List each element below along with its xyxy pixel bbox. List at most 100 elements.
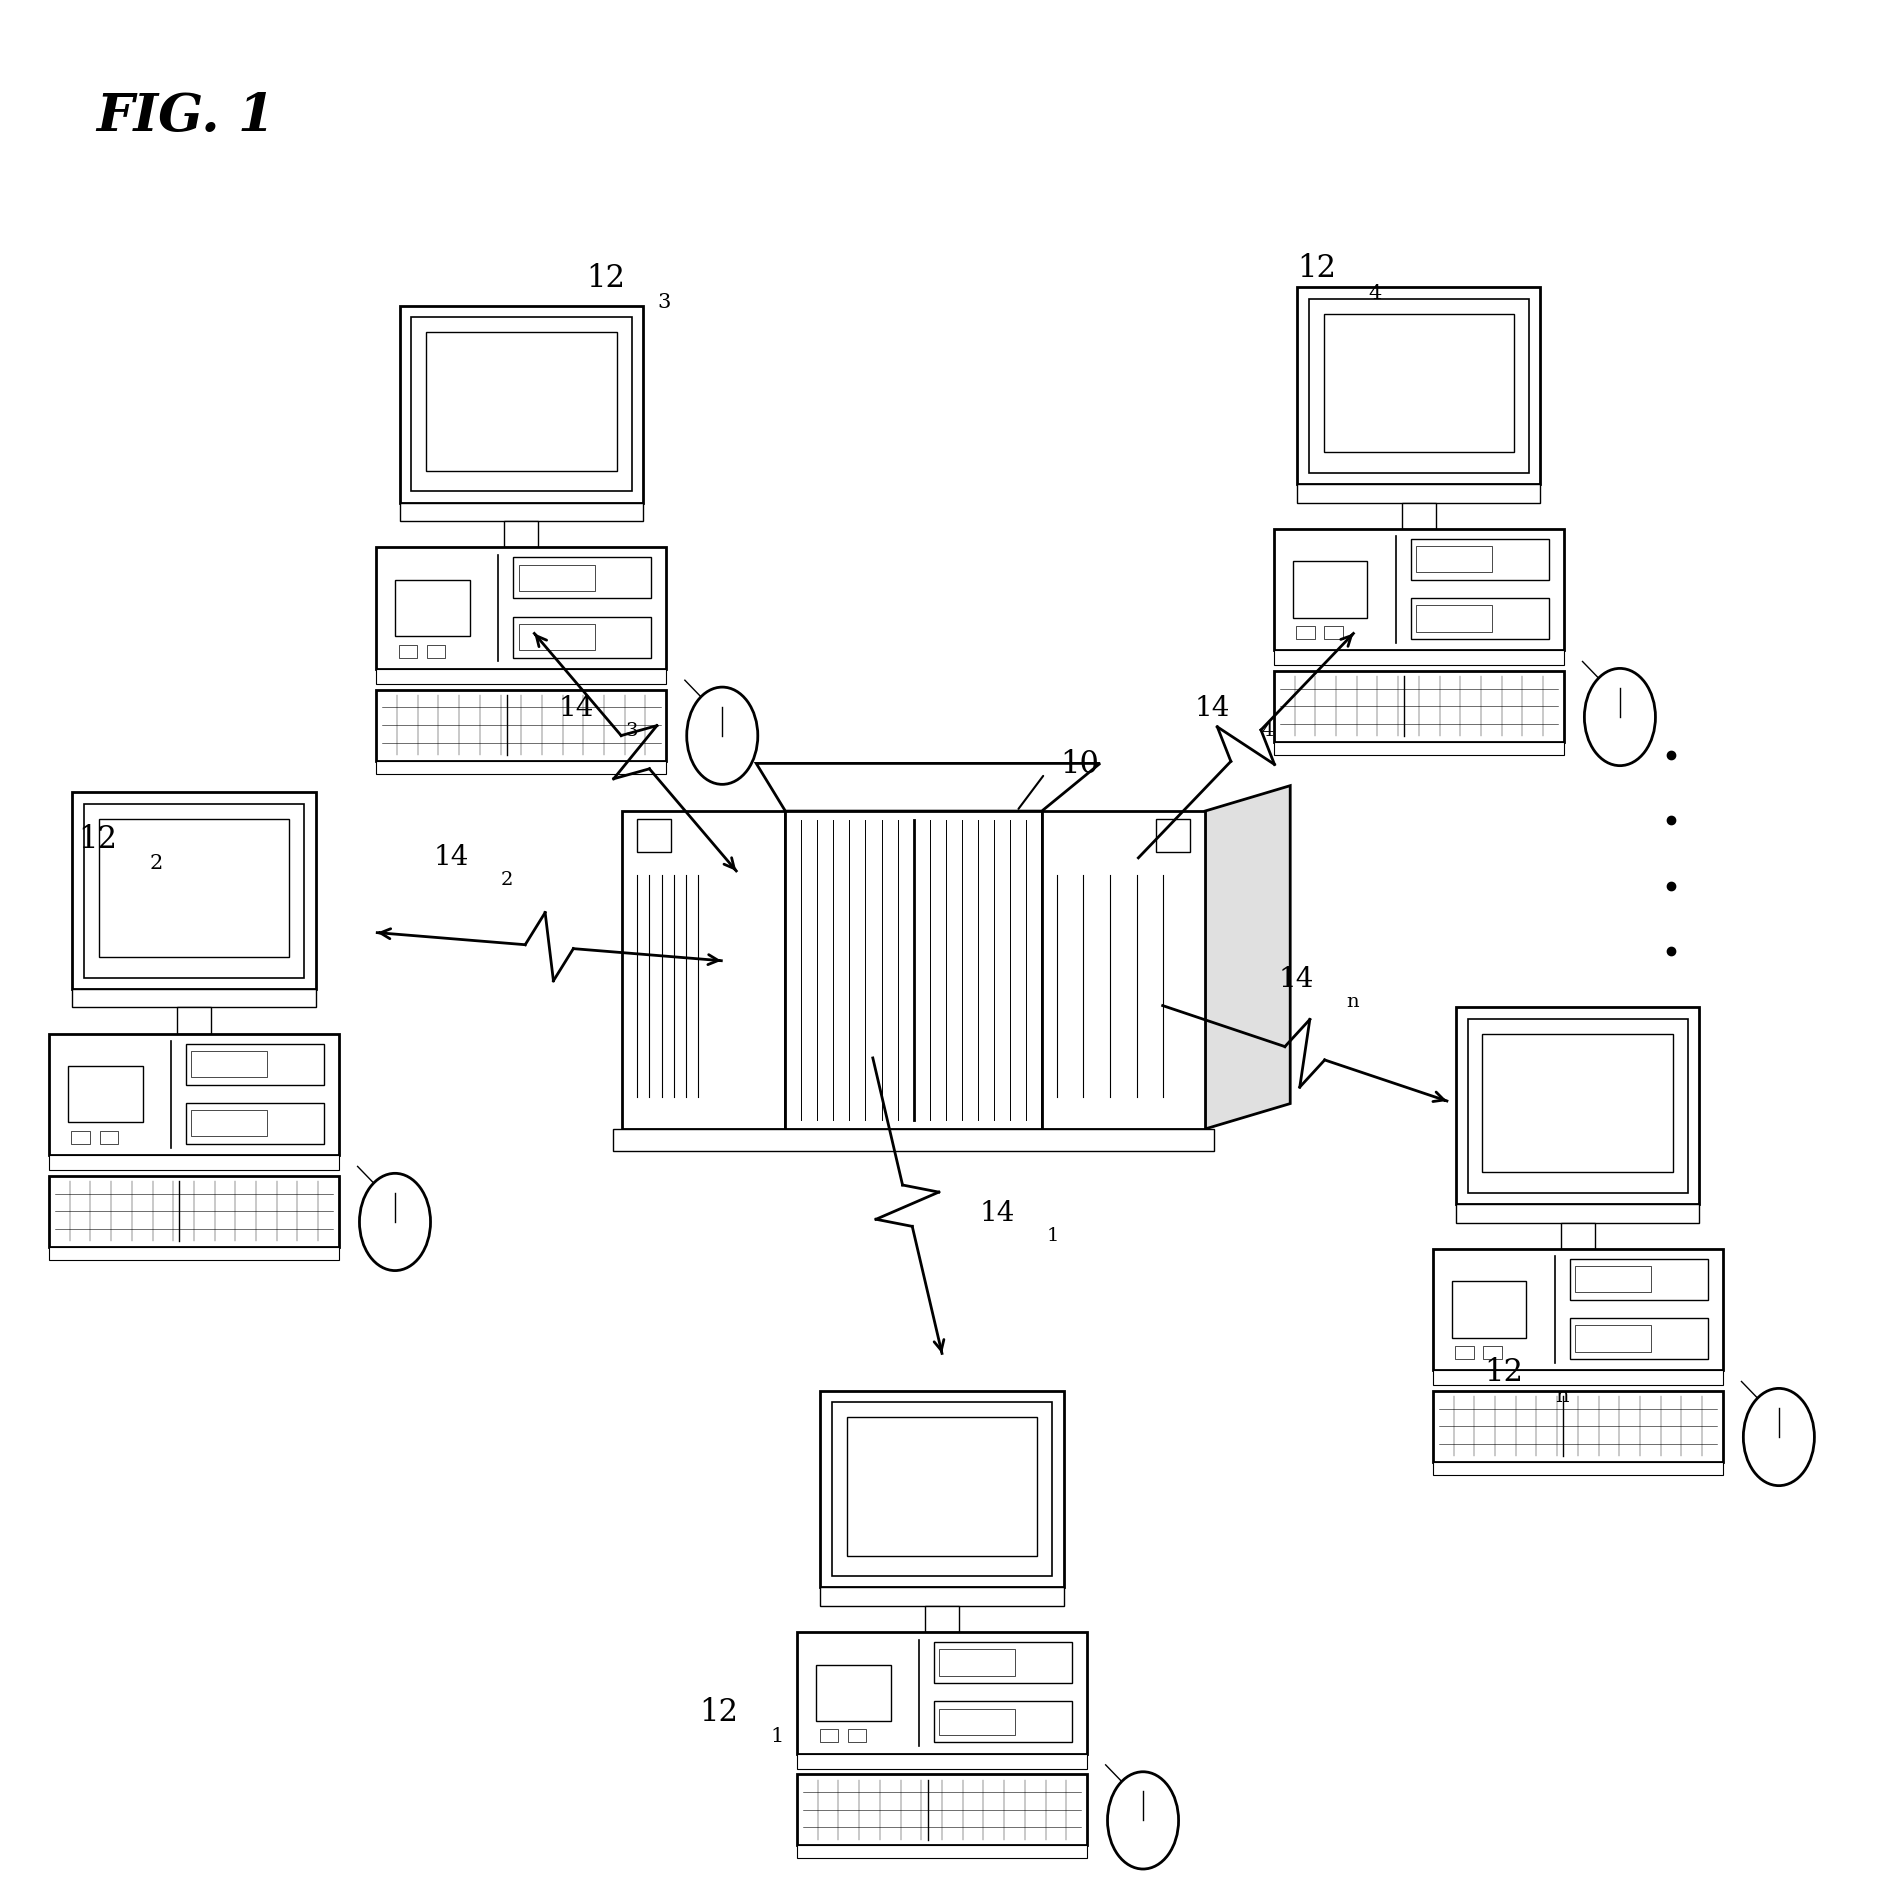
Bar — [1454, 1345, 1473, 1358]
Bar — [1274, 742, 1564, 755]
Bar — [1575, 1266, 1650, 1292]
Bar — [518, 565, 595, 592]
Bar — [1324, 625, 1343, 639]
Bar — [177, 1008, 211, 1034]
Text: 2: 2 — [501, 870, 512, 889]
Bar — [622, 812, 786, 1129]
Bar — [1411, 597, 1549, 639]
Text: FIG. 1: FIG. 1 — [96, 90, 275, 141]
Bar — [797, 1632, 1087, 1754]
Bar — [1434, 1370, 1722, 1385]
Bar — [1569, 1259, 1707, 1300]
Bar — [1323, 313, 1515, 452]
Bar — [72, 1130, 90, 1144]
Text: 12: 12 — [586, 262, 625, 294]
Bar — [1157, 818, 1191, 852]
Bar — [49, 1034, 339, 1155]
Text: 12: 12 — [699, 1697, 739, 1728]
Bar — [396, 580, 469, 637]
Polygon shape — [755, 763, 1100, 812]
Bar — [187, 1044, 324, 1085]
Bar — [187, 1102, 324, 1144]
Bar — [934, 1643, 1072, 1682]
Text: n: n — [1556, 1387, 1569, 1405]
Bar — [1456, 1008, 1699, 1204]
Bar — [1456, 1204, 1699, 1223]
Bar — [1296, 625, 1315, 639]
Bar — [1298, 484, 1541, 503]
Bar — [1274, 529, 1564, 650]
Text: 3: 3 — [658, 292, 671, 313]
Bar — [637, 818, 671, 852]
Bar — [1274, 650, 1564, 665]
Bar — [1483, 1034, 1673, 1172]
Bar — [797, 1754, 1087, 1769]
Bar — [428, 644, 445, 658]
Bar — [377, 669, 667, 684]
Bar — [377, 548, 667, 669]
Bar — [1298, 288, 1541, 484]
Bar — [68, 1066, 143, 1123]
Bar — [831, 1402, 1053, 1577]
Bar — [1042, 812, 1206, 1129]
Bar — [1417, 605, 1492, 631]
Bar — [411, 317, 631, 492]
Text: 14: 14 — [1194, 695, 1230, 722]
Bar — [848, 1730, 867, 1743]
Bar — [1274, 671, 1564, 742]
Bar — [820, 1730, 838, 1743]
Text: 14: 14 — [560, 695, 593, 722]
Ellipse shape — [688, 688, 757, 784]
Bar — [1483, 1345, 1502, 1358]
Bar — [846, 1417, 1038, 1556]
Bar — [612, 1129, 1215, 1151]
Bar — [426, 332, 616, 471]
Bar — [1434, 1249, 1722, 1370]
Text: 4: 4 — [1262, 722, 1274, 740]
Bar — [1575, 1324, 1650, 1351]
Bar — [786, 812, 1042, 1129]
Bar — [100, 1130, 119, 1144]
Bar — [797, 1775, 1087, 1844]
Ellipse shape — [360, 1174, 431, 1270]
Polygon shape — [1206, 786, 1291, 1129]
Bar — [49, 1247, 339, 1260]
Ellipse shape — [1108, 1771, 1179, 1869]
Bar — [192, 1110, 268, 1136]
Bar — [1562, 1223, 1594, 1249]
Bar — [399, 307, 642, 503]
Text: 14: 14 — [433, 844, 469, 870]
Bar — [1451, 1281, 1526, 1338]
Bar — [1434, 1390, 1722, 1462]
Bar — [1402, 503, 1436, 529]
Text: 1: 1 — [771, 1728, 784, 1746]
Bar — [83, 804, 305, 978]
Text: 12: 12 — [77, 823, 117, 855]
Text: 1: 1 — [1048, 1226, 1059, 1245]
Bar — [98, 818, 290, 957]
Bar — [377, 761, 667, 774]
Ellipse shape — [1743, 1389, 1814, 1486]
Bar — [925, 1605, 959, 1632]
Text: 4: 4 — [1368, 284, 1381, 303]
Bar — [377, 690, 667, 761]
Bar — [49, 1155, 339, 1170]
Bar — [49, 1176, 339, 1247]
Text: 14: 14 — [1279, 966, 1313, 993]
Bar — [72, 793, 315, 989]
Bar — [797, 1844, 1087, 1858]
Ellipse shape — [1584, 669, 1656, 765]
Bar — [1292, 561, 1368, 618]
Text: 10: 10 — [1061, 748, 1098, 780]
Bar — [399, 644, 418, 658]
Text: 12: 12 — [1485, 1356, 1524, 1389]
Bar — [1309, 300, 1530, 473]
Text: 3: 3 — [625, 722, 639, 740]
Bar — [512, 616, 652, 658]
Bar — [518, 624, 595, 650]
Bar — [820, 1586, 1064, 1605]
Text: 2: 2 — [149, 853, 162, 872]
Bar — [1434, 1462, 1722, 1475]
Bar — [816, 1665, 891, 1720]
Bar — [934, 1701, 1072, 1743]
